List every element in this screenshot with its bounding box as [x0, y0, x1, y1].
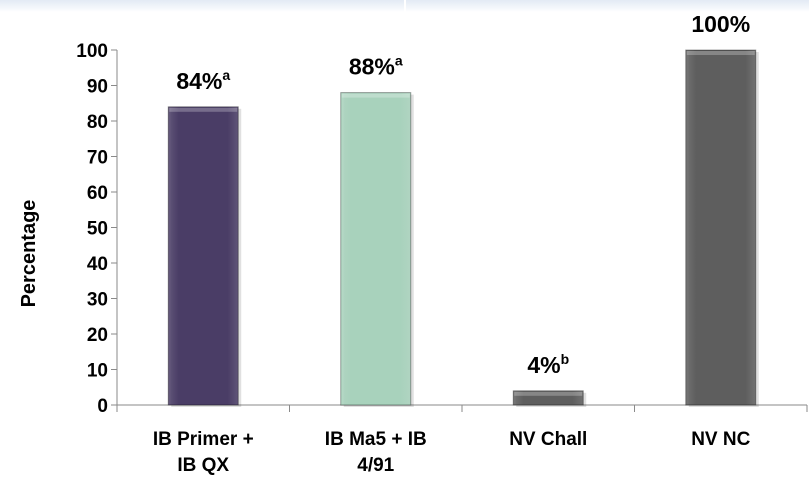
bar-4 [685, 49, 757, 406]
y-tick-label: 10 [87, 361, 108, 382]
y-tick-label: 30 [87, 290, 108, 311]
bar-3 [512, 390, 584, 406]
y-tick-label: 60 [87, 183, 108, 204]
y-tick-label: 100 [76, 41, 108, 62]
y-tick-label: 0 [97, 396, 108, 417]
top-band-divider [404, 0, 406, 12]
y-tick-label: 50 [87, 219, 108, 240]
bar-1 [167, 106, 239, 406]
bar-highlight [169, 107, 238, 112]
x-category-label: IB QX [177, 455, 229, 476]
bar-value-label: 4%b [527, 351, 569, 378]
bar-highlight [514, 391, 583, 396]
bar-highlight [686, 51, 755, 55]
y-tick-label: 90 [87, 77, 108, 98]
y-tick-label: 40 [87, 254, 108, 275]
bar-value-label: 100% [691, 11, 750, 37]
x-category-label: IB Ma5 + IB [325, 429, 427, 450]
bar-value-label: 88%a [349, 53, 403, 80]
bar-value-label: 84%a [176, 67, 230, 94]
x-category-label: 4/91 [357, 455, 394, 476]
x-category-label: NV NC [691, 429, 750, 450]
y-tick-label: 70 [87, 148, 108, 169]
y-axis-label: Percentage [18, 200, 40, 308]
x-category-label: IB Primer + [153, 429, 254, 450]
bar-2 [340, 92, 412, 406]
x-category-label: NV Chall [509, 429, 587, 450]
bar-highlight [341, 93, 410, 98]
y-tick-label: 80 [87, 112, 108, 133]
y-tick-label: 20 [87, 325, 108, 346]
